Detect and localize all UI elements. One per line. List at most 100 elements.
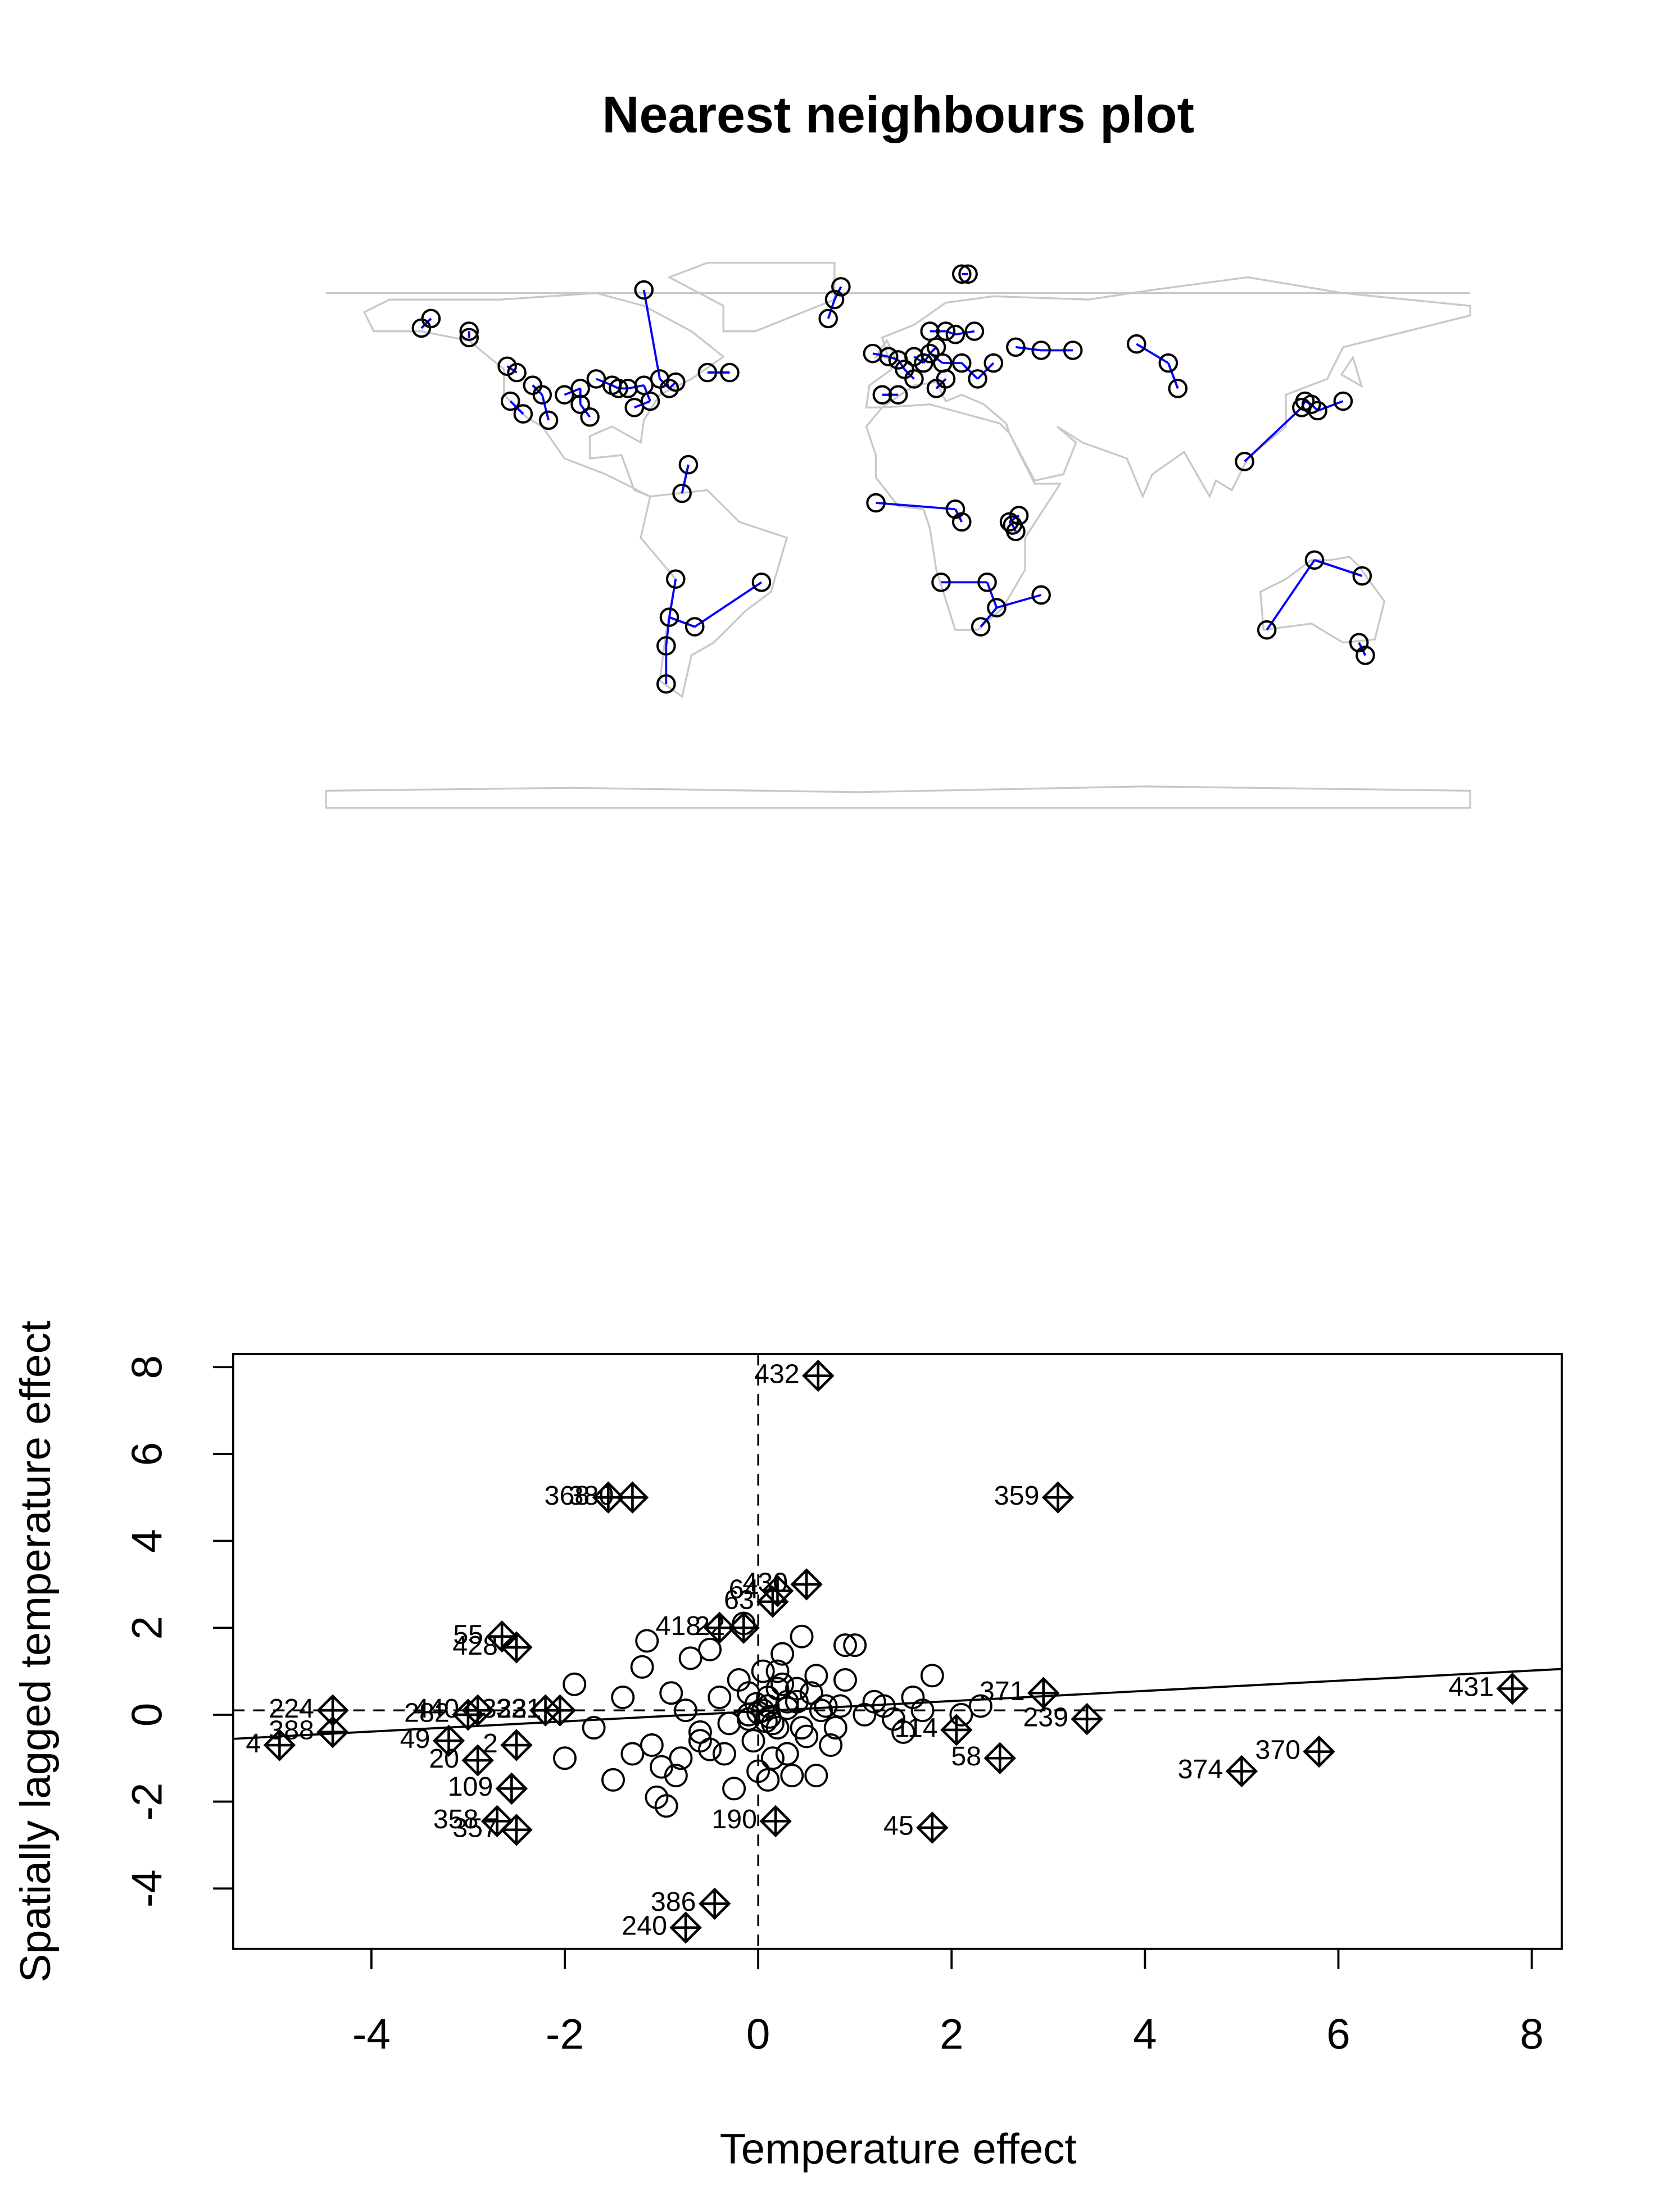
y-tick-label: 2 [123, 1616, 171, 1639]
neighbour-link [541, 394, 550, 421]
point-label: 357 [452, 1813, 498, 1843]
site-point [656, 674, 676, 694]
site-point [1352, 566, 1372, 586]
point [754, 1709, 778, 1733]
site-point [1126, 334, 1146, 354]
neighbour-link [904, 369, 915, 380]
diamond-marker [1496, 1672, 1529, 1705]
point [872, 1694, 896, 1718]
site-point [634, 280, 654, 300]
point [717, 1711, 741, 1736]
landmass [325, 785, 1471, 809]
site-point [685, 617, 705, 637]
site-point [1333, 391, 1353, 411]
point [790, 1624, 814, 1648]
site-point [500, 391, 520, 411]
point-label: 380 [569, 1480, 614, 1511]
neighbour-link [611, 384, 619, 390]
x-tick-label: -4 [352, 2011, 391, 2059]
diamond-marker [616, 1481, 649, 1514]
site-point [497, 356, 517, 376]
influential-point [940, 1714, 973, 1746]
site-point [920, 321, 940, 341]
point [968, 1694, 992, 1718]
site-point [751, 573, 772, 592]
point-label: 431 [1448, 1672, 1494, 1702]
point [698, 1637, 722, 1661]
site-point [659, 607, 679, 627]
neighbour-link [642, 289, 661, 379]
point [552, 1746, 577, 1770]
site-point [609, 379, 628, 398]
site-point [945, 324, 966, 344]
point [669, 1746, 693, 1770]
point-label: 371 [980, 1676, 1025, 1706]
point-label: 370 [1255, 1734, 1300, 1765]
diamond-marker [452, 1698, 484, 1731]
site-point [640, 391, 660, 411]
point [601, 1768, 625, 1792]
influential-point [432, 1724, 465, 1757]
neighbour-link [1358, 642, 1367, 656]
y-tick-label: 8 [123, 1355, 171, 1379]
site-point [507, 362, 527, 383]
point-label: 428 [452, 1630, 498, 1661]
site-point [1257, 620, 1277, 640]
point [630, 1655, 654, 1679]
neighbour-link [1167, 362, 1179, 389]
site-point [968, 369, 987, 389]
influential-point [481, 1805, 514, 1838]
site-point [1009, 506, 1029, 525]
diamond-marker [727, 1611, 760, 1644]
site-point [888, 385, 908, 405]
x-axis-label: Temperature effect [720, 2125, 1077, 2173]
point-label: 374 [1178, 1754, 1223, 1784]
point [712, 1742, 736, 1766]
site-point [951, 353, 972, 373]
neighbour-link [532, 384, 543, 396]
neighbour-link [827, 299, 836, 319]
point [620, 1742, 645, 1766]
point [688, 1729, 712, 1753]
site-point [931, 573, 951, 592]
y-tick-label: 6 [123, 1442, 171, 1466]
point-label: 45 [883, 1811, 914, 1841]
influential-point [452, 1698, 484, 1731]
point-label: 55 [453, 1619, 483, 1650]
point-label: 323 [482, 1693, 527, 1724]
point-label: 49 [400, 1724, 430, 1754]
diamond-marker [983, 1742, 1016, 1774]
diamond-marker [495, 1772, 528, 1805]
site-point [538, 410, 559, 430]
point [804, 1664, 828, 1688]
influential-point [1225, 1755, 1258, 1788]
diamond-marker [761, 1574, 794, 1607]
site-point [1168, 379, 1188, 398]
x-tick-label: 0 [746, 2011, 770, 2059]
site-point [866, 493, 886, 513]
site-point [926, 379, 946, 398]
site-point [818, 308, 838, 329]
point [722, 1777, 746, 1801]
point-label: 418 [656, 1611, 701, 1641]
neighbour-link [665, 617, 670, 646]
point [674, 1698, 698, 1723]
site-point [580, 407, 600, 427]
point-label: 386 [651, 1887, 696, 1917]
point-label: 20 [429, 1743, 459, 1774]
site-point [1356, 646, 1375, 665]
point [853, 1702, 877, 1727]
point [678, 1646, 702, 1670]
point-label: 114 [895, 1713, 938, 1743]
influential-point [316, 1716, 349, 1748]
point [741, 1729, 765, 1753]
site-point [878, 347, 899, 367]
diamond-marker [461, 1744, 494, 1777]
neighbour-link [977, 362, 995, 380]
diamond-marker [1303, 1735, 1335, 1768]
site-point [656, 636, 676, 656]
site-point [977, 573, 997, 592]
influential-point [263, 1729, 296, 1761]
influential-point [727, 1611, 760, 1644]
